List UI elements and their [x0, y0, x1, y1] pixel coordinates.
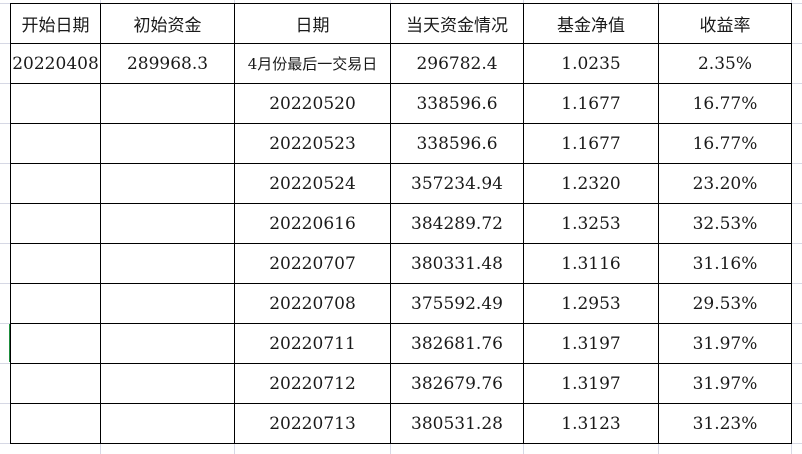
cell[interactable]: [100, 123, 235, 164]
cell[interactable]: [100, 283, 235, 324]
cell[interactable]: [10, 323, 101, 364]
cell[interactable]: 日期: [234, 3, 391, 44]
cell[interactable]: 20220616: [234, 203, 391, 244]
cell[interactable]: 20220708: [234, 283, 391, 324]
cell[interactable]: 1.3116: [523, 243, 659, 284]
cell[interactable]: 1.1677: [523, 83, 659, 124]
cell[interactable]: 20220713: [234, 403, 391, 444]
cell[interactable]: 20220520: [234, 83, 391, 124]
cell[interactable]: 16.77%: [658, 123, 792, 164]
table-row: 20220616 384289.72 1.3253 32.53%: [10, 203, 792, 244]
table-row: 20220707 380331.48 1.3116 31.16%: [10, 243, 792, 284]
cell[interactable]: 338596.6: [390, 83, 524, 124]
cell[interactable]: [10, 283, 101, 324]
table-row: 20220713 380531.28 1.3123 31.23%: [10, 403, 792, 444]
table-row: 20220524 357234.94 1.2320 23.20%: [10, 163, 792, 204]
cell[interactable]: 380331.48: [390, 243, 524, 284]
cell[interactable]: [10, 243, 101, 284]
table-row: 20220711 382681.76 1.3197 31.97%: [10, 323, 792, 364]
cell[interactable]: [100, 403, 235, 444]
cell[interactable]: [10, 363, 101, 404]
cell[interactable]: 2.35%: [658, 43, 792, 84]
cell[interactable]: 31.23%: [658, 403, 792, 444]
cell[interactable]: 20220712: [234, 363, 391, 404]
cell[interactable]: 338596.6: [390, 123, 524, 164]
cell[interactable]: 1.2953: [523, 283, 659, 324]
cell[interactable]: [10, 163, 101, 204]
cell[interactable]: 收益率: [658, 3, 792, 44]
cell[interactable]: 初始资金: [100, 3, 235, 44]
cell[interactable]: 296782.4: [390, 43, 524, 84]
cell[interactable]: 289968.3: [100, 43, 235, 84]
cell[interactable]: [100, 163, 235, 204]
table-row: 20220520 338596.6 1.1677 16.77%: [10, 83, 792, 124]
cell[interactable]: 20220711: [234, 323, 391, 364]
cell[interactable]: 20220523: [234, 123, 391, 164]
cell[interactable]: 32.53%: [658, 203, 792, 244]
spreadsheet-table: 开始日期 初始资金 日期 当天资金情况 基金净值 收益率 20220408 289968.3 4…: [10, 3, 792, 444]
cell[interactable]: 4月份最后一交易日: [234, 43, 391, 84]
cell[interactable]: 31.97%: [658, 363, 792, 404]
cell[interactable]: [100, 203, 235, 244]
cell[interactable]: 31.97%: [658, 323, 792, 364]
cell[interactable]: 1.3123: [523, 403, 659, 444]
table-row: 20220523 338596.6 1.1677 16.77%: [10, 123, 792, 164]
cell[interactable]: 1.3253: [523, 203, 659, 244]
cell[interactable]: 1.3197: [523, 363, 659, 404]
cell[interactable]: 基金净值: [523, 3, 659, 44]
cell[interactable]: 357234.94: [390, 163, 524, 204]
cell[interactable]: 开始日期: [10, 3, 101, 44]
cell[interactable]: [10, 123, 101, 164]
cell[interactable]: 20220408: [10, 43, 101, 84]
cell[interactable]: 16.77%: [658, 83, 792, 124]
cell[interactable]: [10, 203, 101, 244]
cell[interactable]: 当天资金情况: [390, 3, 524, 44]
header-row: 开始日期 初始资金 日期 当天资金情况 基金净值 收益率: [10, 3, 792, 44]
cell[interactable]: [10, 83, 101, 124]
cell[interactable]: 380531.28: [390, 403, 524, 444]
cell[interactable]: [100, 363, 235, 404]
cell[interactable]: 382681.76: [390, 323, 524, 364]
cell[interactable]: 382679.76: [390, 363, 524, 404]
cell[interactable]: [100, 83, 235, 124]
table-row: 20220712 382679.76 1.3197 31.97%: [10, 363, 792, 404]
cell[interactable]: [100, 323, 235, 364]
cell[interactable]: 20220524: [234, 163, 391, 204]
cell[interactable]: 375592.49: [390, 283, 524, 324]
cell[interactable]: 31.16%: [658, 243, 792, 284]
cell[interactable]: 29.53%: [658, 283, 792, 324]
cell[interactable]: 1.3197: [523, 323, 659, 364]
cell[interactable]: 1.0235: [523, 43, 659, 84]
cell[interactable]: [100, 243, 235, 284]
cell[interactable]: 384289.72: [390, 203, 524, 244]
cell[interactable]: 20220707: [234, 243, 391, 284]
cell[interactable]: 1.2320: [523, 163, 659, 204]
cell[interactable]: [10, 403, 101, 444]
cell[interactable]: 23.20%: [658, 163, 792, 204]
table-row: 20220708 375592.49 1.2953 29.53%: [10, 283, 792, 324]
table-row: 20220408 289968.3 4月份最后一交易日 296782.4 1.0235 2…: [10, 43, 792, 84]
cell[interactable]: 1.1677: [523, 123, 659, 164]
